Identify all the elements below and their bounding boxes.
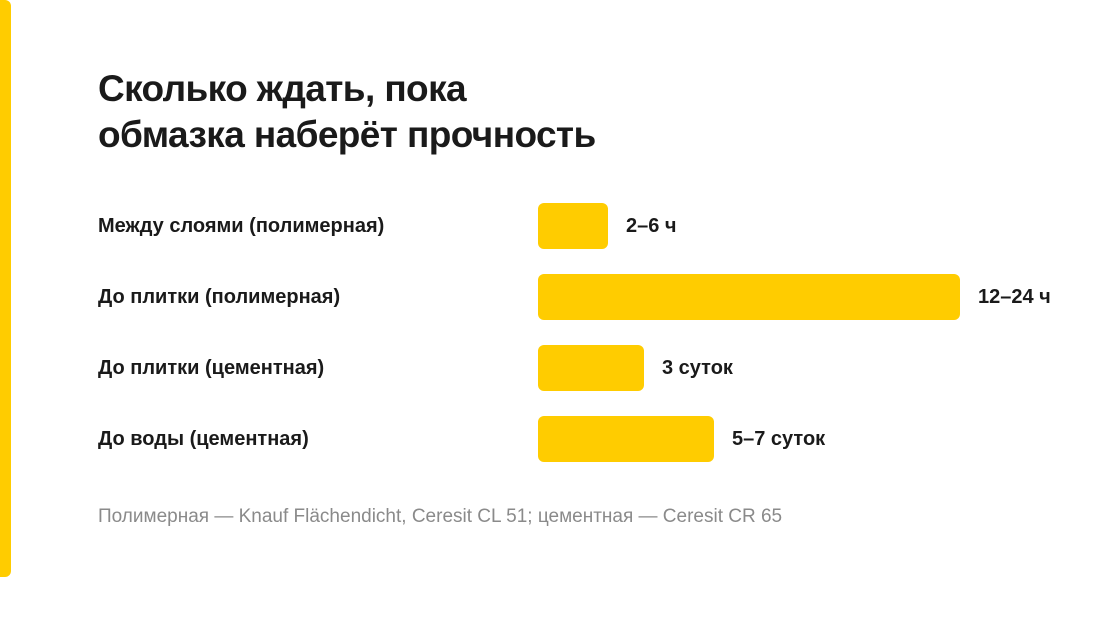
chart-title-line-2: обмазка наберёт прочность <box>98 114 596 155</box>
value-label: 5–7 суток <box>732 428 826 450</box>
bar <box>538 345 644 391</box>
chart-title-line-1: Сколько ждать, пока <box>98 68 467 109</box>
value-label: 3 суток <box>662 357 733 379</box>
value-label: 12–24 ч <box>978 286 1051 308</box>
bar-row: До воды (цементная) 5–7 суток <box>0 416 1100 462</box>
chart-title: Сколько ждать, пока обмазка наберёт проч… <box>98 66 798 158</box>
bar <box>538 416 714 462</box>
bar <box>538 203 608 249</box>
category-label: До плитки (полимерная) <box>98 286 341 308</box>
footnote: Полимерная — Knauf Flächendicht, Ceresit… <box>98 506 783 527</box>
value-label: 2–6 ч <box>626 215 677 237</box>
category-label: До плитки (цементная) <box>98 357 325 379</box>
bar-row: Между слоями (полимерная) 2–6 ч <box>0 203 1100 249</box>
category-label: До воды (цементная) <box>98 428 309 450</box>
bar-row: До плитки (цементная) 3 суток <box>0 345 1100 391</box>
category-label: Между слоями (полимерная) <box>98 215 385 237</box>
bar <box>538 274 960 320</box>
accent-bar <box>0 0 11 577</box>
bar-row: До плитки (полимерная) 12–24 ч <box>0 274 1100 320</box>
